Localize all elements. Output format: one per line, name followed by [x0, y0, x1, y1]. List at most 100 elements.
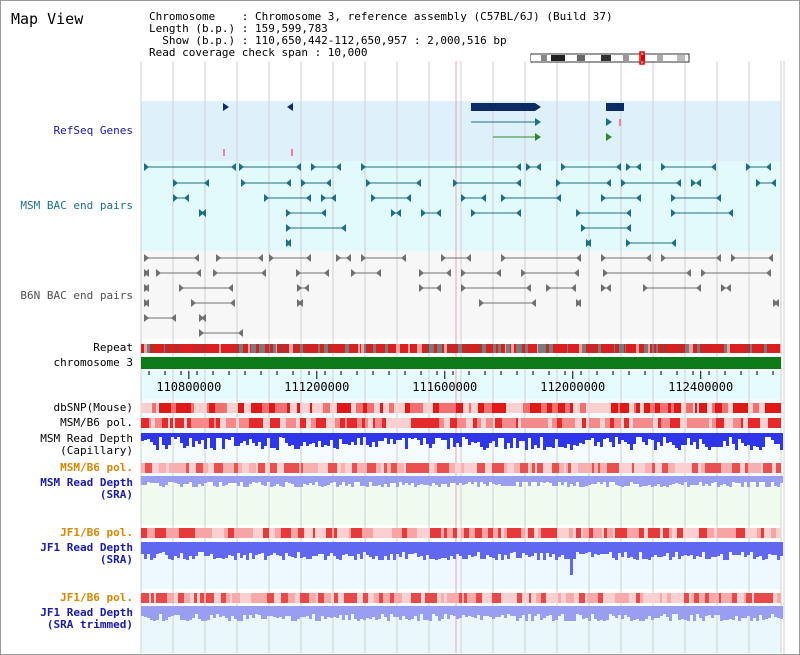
msm-capillary-depth-bar	[561, 433, 564, 447]
msm-pol-sra-heat-cell	[376, 463, 381, 473]
jf1-sra-depth-bar	[183, 542, 186, 559]
jf1-trim-depth-bar	[633, 606, 636, 620]
msm-pol-heat-cell	[565, 418, 571, 428]
track-label-msm-depth-capillary[interactable]: MSM Read Depth (Capillary)	[40, 433, 133, 457]
dbsnp-heat-cell	[166, 403, 171, 413]
jf1-trim-depth-bar	[525, 606, 528, 621]
jf1-sra-depth-bar	[426, 542, 429, 555]
msm-sra-depth-bar	[612, 476, 615, 482]
msm-pol-sra-heat-cell	[249, 463, 253, 473]
jf1-pol-trim-heat-cell	[768, 593, 773, 603]
msm-capillary-depth-bar	[522, 433, 525, 441]
msm-pol-heat-cell	[542, 418, 548, 428]
jf1-pol-heat-cell	[453, 528, 457, 538]
repeat-segment	[223, 344, 225, 353]
jf1-sra-depth-bar	[447, 542, 450, 560]
track-label-b6n-bac[interactable]: B6N BAC end pairs	[20, 289, 133, 302]
jf1-trim-depth-bar	[390, 606, 393, 614]
msm-capillary-depth-bar	[417, 433, 420, 440]
dbsnp-heat-cell	[171, 403, 176, 413]
dbsnp-heat-cell	[605, 403, 611, 413]
msm-sra-depth-bar	[420, 476, 423, 484]
msm-pol-sra-heat-cell	[437, 463, 442, 473]
msm-sra-depth-bar	[360, 476, 363, 486]
track-label-jf1-pol-1[interactable]: JF1/B6 pol.	[60, 526, 133, 539]
dbsnp-heat-cell	[646, 403, 650, 413]
ideogram-band	[591, 55, 601, 61]
repeat-segment	[481, 344, 482, 353]
track-label-msm-pol-2[interactable]: MSM/B6 pol.	[60, 461, 133, 474]
jf1-sra-depth-bar	[633, 542, 636, 559]
msm-capillary-depth-bar	[171, 433, 174, 437]
msm-bac-pair-end-arrow	[321, 209, 326, 217]
msm-bac-pair-end-arrow	[331, 194, 336, 202]
jf1-sra-depth-bar	[627, 542, 630, 558]
track-label-msm-pol-1[interactable]: MSM/B6 pol.	[60, 416, 133, 429]
track-label-repeat[interactable]: Repeat	[93, 341, 133, 354]
repeat-segment	[568, 344, 569, 353]
track-label-dbsnp[interactable]: dbSNP(Mouse)	[53, 401, 133, 414]
track-label-jf1-pol-2[interactable]: JF1/B6 pol.	[60, 591, 133, 604]
msm-capillary-depth-bar	[705, 433, 708, 447]
msm-capillary-depth-bar	[513, 433, 516, 438]
jf1-pol-heat-cell	[593, 528, 600, 538]
repeat-segment	[437, 344, 441, 353]
msm-pol-heat-cell	[411, 418, 417, 428]
msm-pol-heat-cell	[214, 418, 216, 428]
jf1-pol-heat-cell	[658, 528, 660, 538]
jf1-sra-depth-bar	[762, 542, 765, 560]
jf1-pol-heat-cell	[660, 528, 663, 538]
jf1-pol-trim-heat-cell	[309, 593, 316, 603]
msm-capillary-depth-bar	[657, 433, 660, 442]
msm-sra-depth-bar	[618, 476, 621, 486]
msm-bac-pair-start-arrow	[526, 163, 531, 171]
jf1-trim-depth-bar	[219, 606, 222, 617]
msm-bac-pair-end-arrow	[671, 239, 676, 247]
msm-bac-pair-start-arrow	[361, 163, 366, 171]
jf1-pol-heat-cell	[386, 528, 392, 538]
msm-pol-sra-heat-cell	[299, 463, 301, 473]
track-label-jf1-depth-trimmed[interactable]: JF1 Read Depth (SRA trimmed)	[40, 607, 133, 631]
jf1-trim-depth-bar	[204, 606, 207, 621]
repeat-segment	[450, 344, 451, 353]
msm-pol-heat-cell	[589, 418, 595, 428]
track-label-msm-bac[interactable]: MSM BAC end pairs	[20, 199, 133, 212]
track-label-refseq[interactable]: RefSeq Genes	[53, 124, 133, 137]
msm-capillary-depth-bar	[258, 433, 261, 442]
msm-pol-sra-heat-cell	[341, 463, 343, 473]
dbsnp-heat-cell	[624, 403, 629, 413]
dbsnp-heat-cell	[269, 403, 275, 413]
jf1-pol-trim-heat-cell	[579, 593, 585, 603]
msm-sra-depth-bar	[756, 476, 759, 487]
msm-pol-heat-cell	[246, 418, 249, 428]
track-label-chromosome[interactable]: chromosome 3	[53, 356, 133, 369]
msm-capillary-depth-bar	[240, 433, 243, 443]
track-label-jf1-depth-sra[interactable]: JF1 Read Depth (SRA)	[40, 542, 133, 566]
repeat-segment	[458, 344, 462, 353]
jf1-sra-depth-bar	[165, 542, 168, 555]
repeat-segment	[157, 344, 161, 353]
msm-sra-depth-bar	[735, 476, 738, 483]
jf1-sra-depth-bar	[534, 542, 537, 553]
msm-pol-heat-cell	[170, 418, 173, 428]
jf1-pol-trim-heat-cell	[492, 593, 495, 603]
msm-capillary-depth-bar	[459, 433, 462, 447]
msm-pol-heat-cell	[774, 418, 778, 428]
msm-pol-sra-heat-cell	[335, 463, 337, 473]
msm-pol-heat-cell	[242, 418, 246, 428]
repeat-segment	[601, 344, 604, 353]
msm-capillary-depth-bar	[153, 433, 156, 445]
repeat-segment	[419, 344, 422, 353]
msm-capillary-depth-bar	[636, 433, 639, 437]
show-range-line: Show (b.p.) : 110,650,442-112,650,957 : …	[149, 34, 507, 47]
msm-pol-sra-heat-cell	[588, 463, 592, 473]
ideogram-band	[623, 55, 629, 61]
jf1-depth-trim-line1: JF1 Read Depth	[40, 606, 133, 619]
track-label-msm-depth-sra[interactable]: MSM Read Depth (SRA)	[40, 477, 133, 501]
jf1-pol-heat-cell	[514, 528, 521, 538]
jf1-sra-depth-bar	[267, 542, 270, 556]
jf1-sra-depth-bar	[327, 542, 330, 556]
dbsnp-heat-cell	[674, 403, 681, 413]
jf1-sra-depth-bar	[375, 542, 378, 556]
